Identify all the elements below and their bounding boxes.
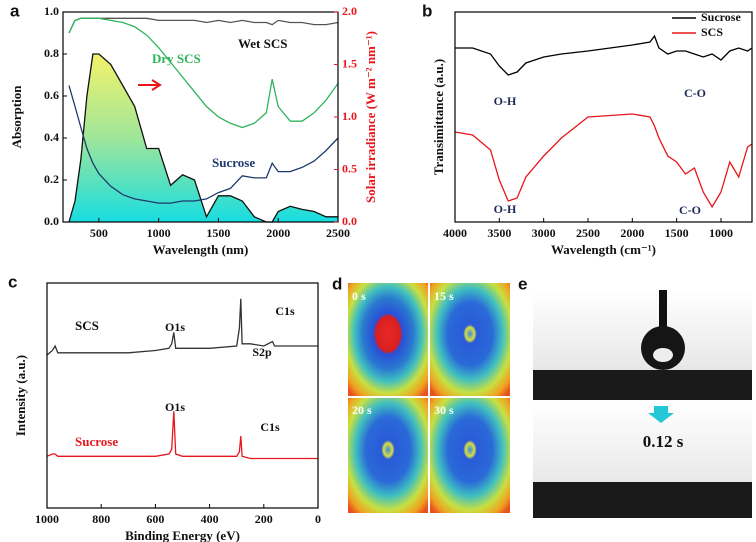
- x-axis-title: Wavelength (cm⁻¹): [551, 242, 656, 257]
- y-axis-title: Intensity (a.u.): [13, 355, 28, 436]
- frame-label: 20 s: [352, 403, 372, 417]
- panel-label: d: [332, 274, 342, 293]
- x-tick-label: 800: [92, 512, 110, 526]
- x-tick-label: 200: [255, 512, 273, 526]
- x-tick-label: 600: [146, 512, 164, 526]
- y2-tick-label: 1.5: [342, 56, 357, 70]
- series-line: [454, 113, 753, 209]
- thermal-image: [348, 398, 428, 513]
- x-tick-label: 1500: [206, 226, 230, 240]
- x-tick-label: 3500: [487, 226, 511, 240]
- series-label: Sucrose: [75, 434, 118, 449]
- annotation: O-H: [494, 202, 517, 216]
- x-tick-label: 2500: [576, 226, 600, 240]
- plot-frame: [454, 11, 753, 223]
- frame-label: 30 s: [434, 403, 454, 417]
- chart: b 4000 3500 3000 2500 2000 1500 1000 Wavelength …: [422, 1, 753, 257]
- x-tick-label: 1000: [147, 226, 171, 240]
- y-axis-title: Absorption: [9, 85, 24, 149]
- x-axis-title: Wavelength (nm): [153, 242, 249, 257]
- panel-label: e: [518, 274, 527, 293]
- panel-label: c: [8, 272, 17, 291]
- chart: c SCS Sucrose 1000 800 600 400 200 0 Binding Ener…: [8, 272, 321, 542]
- annotation: C1s: [260, 420, 280, 434]
- panel-label: b: [422, 1, 432, 20]
- frame-label: 15 s: [434, 289, 454, 303]
- arrow: [138, 79, 162, 91]
- x-tick-label: 500: [90, 226, 108, 240]
- time-label: 0.12 s: [643, 432, 684, 451]
- annotation: O1s: [165, 320, 185, 334]
- y-tick-label: 0.2: [44, 172, 59, 186]
- x-tick-label: 1500: [665, 226, 689, 240]
- x-axis-title: Binding Energy (eV): [125, 528, 240, 542]
- droplet-highlight: [653, 348, 673, 362]
- series-line: [46, 298, 318, 356]
- series-label: Dry SCS: [152, 51, 201, 66]
- panel-label: a: [10, 1, 20, 20]
- series-line: [68, 85, 339, 204]
- legend-label: SCS: [701, 25, 723, 39]
- thermal-image: [430, 398, 510, 513]
- plot-frame: [46, 282, 319, 509]
- annotation: O-H: [494, 94, 517, 108]
- y2-tick-label: 2.0: [342, 4, 357, 18]
- series-line: [68, 53, 338, 223]
- y-axis-title: Transimittance (a.u.): [431, 59, 446, 175]
- x-tick-label: 2000: [266, 226, 290, 240]
- frame-label: 0 s: [352, 289, 366, 303]
- series-line: [455, 34, 753, 76]
- y2-tick-label: 0.0: [342, 214, 357, 228]
- needle: [659, 290, 667, 330]
- annotation: S2p: [252, 345, 272, 359]
- x-tick-label: 400: [201, 512, 219, 526]
- legend-label: Sucrose: [701, 10, 741, 24]
- y-tick-label: 0.4: [44, 130, 59, 144]
- series-label: SCS: [75, 318, 99, 333]
- x-tick-label: 4000: [443, 226, 467, 240]
- y-tick-label: 0.8: [44, 46, 59, 60]
- x-tick-label: 1000: [709, 226, 733, 240]
- chart: a Wet SCS Dry SCS Sucrose 500 1000 1500 2000 250…: [9, 1, 378, 257]
- series-line: [68, 17, 339, 129]
- y2-axis-title: Solar irradiance (W m⁻² nm⁻¹): [363, 31, 378, 203]
- thermal-image: [348, 283, 428, 396]
- y2-tick-label: 1.0: [342, 109, 357, 123]
- series-label: Sucrose: [212, 155, 255, 170]
- x-tick-label: 3000: [532, 226, 556, 240]
- arrow: [648, 406, 674, 423]
- droplet-panel: e 0.12 s: [518, 274, 752, 518]
- thermal-image: [430, 283, 510, 396]
- y-tick-label: 1.0: [44, 4, 59, 18]
- annotation: C-O: [679, 203, 701, 217]
- y-tick-label: 0.0: [44, 214, 59, 228]
- x-tick-label: 2500: [326, 226, 350, 240]
- x-tick-label: 2000: [620, 226, 644, 240]
- y-tick-label: 0.6: [44, 88, 59, 102]
- y2-tick-label: 0.5: [342, 161, 357, 175]
- annotation: C-O: [684, 86, 706, 100]
- substrate: [533, 482, 752, 518]
- annotation: C1s: [275, 304, 295, 318]
- irradiance-area: [68, 54, 338, 222]
- x-tick-label: 0: [315, 512, 321, 526]
- annotation: O1s: [165, 400, 185, 414]
- series-line: [46, 411, 318, 460]
- thermal-panel: d 0 s 15 s 20 s 30 s: [332, 274, 510, 513]
- series-label: Wet SCS: [238, 36, 287, 51]
- x-tick-label: 1000: [35, 512, 59, 526]
- substrate: [533, 370, 752, 400]
